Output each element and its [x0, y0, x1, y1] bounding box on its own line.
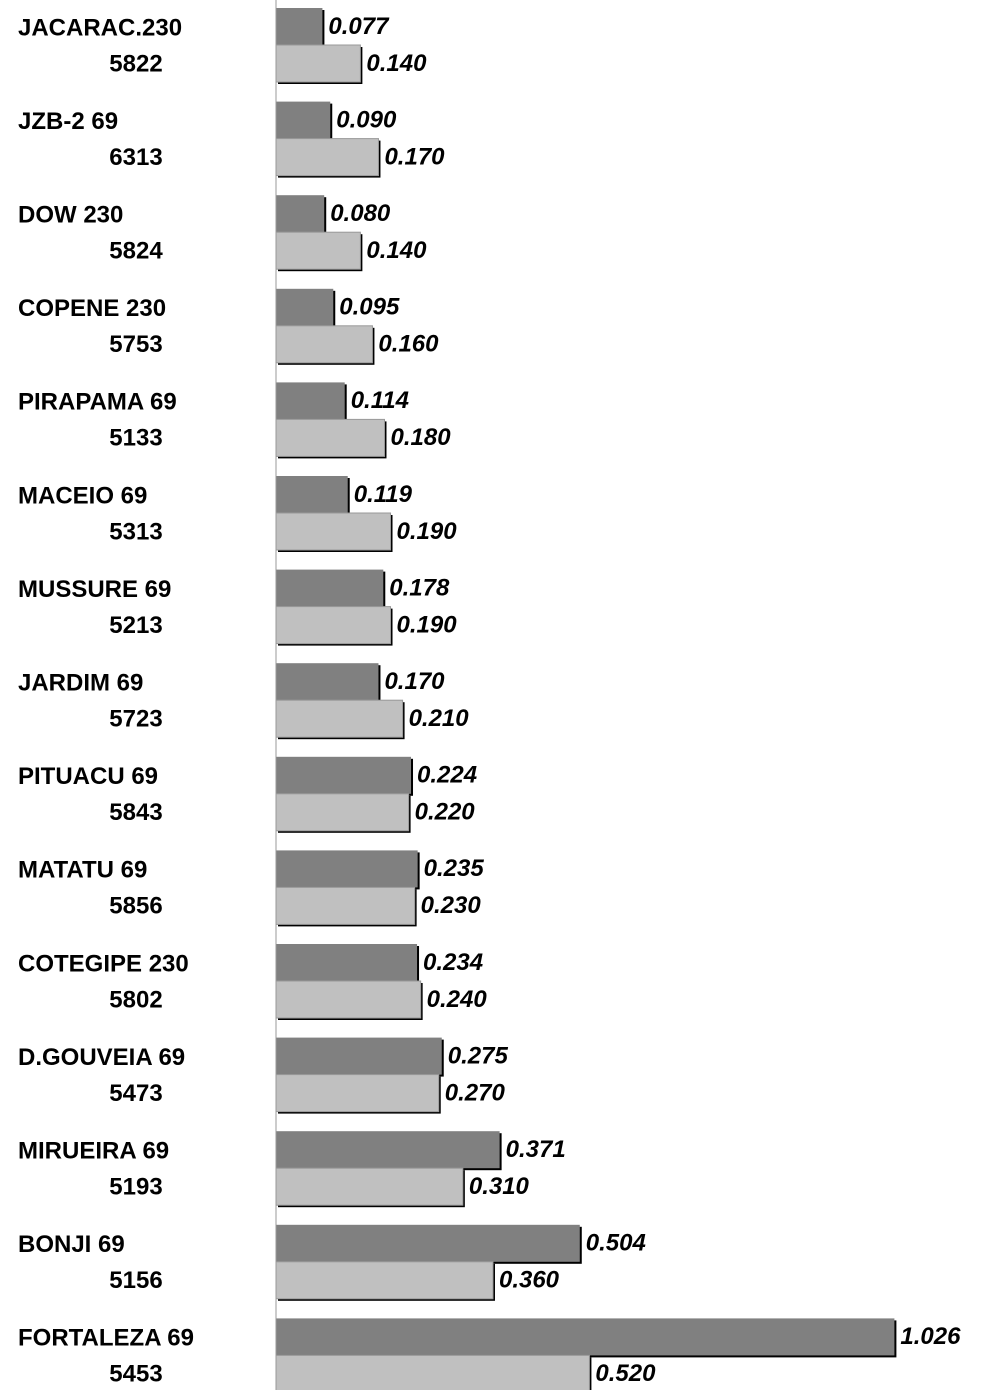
value-label: 0.230 — [421, 892, 482, 919]
bar — [275, 138, 379, 177]
value-label: 0.180 — [390, 424, 451, 451]
category-name: MACEIO 69 — [18, 482, 147, 509]
bar — [276, 1131, 500, 1169]
bar — [276, 8, 323, 45]
category-code: 5156 — [109, 1267, 162, 1294]
bar — [275, 793, 410, 832]
bar — [275, 231, 361, 270]
value-label: 0.140 — [366, 50, 427, 77]
category-name: JACARAC.230 — [18, 14, 182, 41]
category-name: MUSSURE 69 — [18, 576, 171, 603]
bar — [275, 325, 373, 364]
bar — [275, 699, 404, 738]
category-name: DOW 230 — [18, 202, 123, 229]
category-code: 5193 — [109, 1174, 162, 1201]
category-code: 5473 — [109, 1080, 162, 1107]
bar — [276, 944, 418, 981]
category-code: 5313 — [109, 518, 162, 545]
bar — [275, 1354, 590, 1390]
bar — [275, 606, 392, 645]
bar — [276, 850, 418, 888]
value-label: 0.178 — [389, 574, 450, 601]
bar — [276, 756, 412, 794]
value-label: 0.224 — [417, 762, 477, 789]
bar — [276, 1037, 442, 1075]
category-code: 5856 — [109, 893, 162, 920]
bar — [275, 1167, 464, 1206]
bar — [275, 44, 361, 83]
value-label: 0.210 — [409, 705, 470, 732]
value-label: 0.170 — [384, 143, 445, 170]
category-name: D.GOUVEIA 69 — [18, 1044, 185, 1071]
value-label: 0.160 — [378, 331, 439, 358]
value-label: 0.077 — [328, 13, 390, 40]
category-name: COPENE 230 — [18, 295, 166, 322]
value-label: 0.520 — [595, 1360, 656, 1387]
bar — [276, 382, 345, 420]
value-label: 1.026 — [900, 1323, 961, 1350]
value-label: 0.371 — [506, 1136, 566, 1163]
value-label: 0.270 — [445, 1079, 506, 1106]
category-code: 5824 — [109, 238, 163, 265]
value-label: 0.235 — [424, 855, 485, 882]
bar — [275, 980, 422, 1019]
category-code: 5843 — [109, 799, 162, 826]
category-name: BONJI 69 — [18, 1231, 125, 1258]
category-name: PITUACU 69 — [18, 763, 158, 790]
bar — [275, 886, 416, 925]
value-label: 0.504 — [586, 1230, 646, 1257]
category-name: JARDIM 69 — [18, 670, 143, 697]
value-label: 0.310 — [469, 1173, 530, 1200]
category-name: MIRUEIRA 69 — [18, 1138, 169, 1165]
bar — [275, 418, 385, 457]
value-label: 0.114 — [351, 387, 409, 414]
value-label: 0.090 — [336, 106, 397, 133]
category-code: 5133 — [109, 425, 162, 452]
value-label: 0.170 — [384, 668, 445, 695]
category-code: 5802 — [109, 986, 162, 1013]
bar — [276, 1224, 580, 1262]
category-code: 5723 — [109, 706, 162, 733]
bar — [276, 195, 325, 233]
bar — [276, 569, 384, 607]
bar — [276, 476, 348, 513]
category-name: FORTALEZA 69 — [18, 1325, 194, 1352]
value-label: 0.095 — [339, 294, 400, 321]
category-code: 5453 — [109, 1361, 162, 1388]
category-name: PIRAPAMA 69 — [18, 389, 177, 416]
bar — [275, 1074, 440, 1113]
bar — [276, 663, 379, 701]
bar — [275, 512, 392, 551]
bar — [275, 1261, 494, 1300]
category-code: 5213 — [109, 612, 162, 639]
value-label: 0.275 — [448, 1042, 509, 1069]
value-label: 0.140 — [366, 237, 427, 264]
category-code: 6313 — [109, 144, 162, 171]
value-label: 0.190 — [397, 518, 458, 545]
value-label: 0.240 — [427, 986, 488, 1013]
bar — [276, 1318, 895, 1356]
category-name: JZB-2 69 — [18, 108, 118, 135]
bar — [276, 101, 331, 139]
value-label: 0.119 — [354, 481, 413, 508]
value-label: 0.360 — [499, 1267, 560, 1294]
value-label: 0.220 — [415, 799, 476, 826]
category-name: MATATU 69 — [18, 857, 147, 884]
value-label: 0.080 — [330, 200, 391, 227]
value-label: 0.234 — [423, 949, 483, 976]
value-label: 0.190 — [397, 611, 458, 638]
category-name: COTEGIPE 230 — [18, 950, 189, 977]
bar — [276, 288, 334, 326]
category-code: 5822 — [109, 50, 162, 77]
category-code: 5753 — [109, 331, 162, 358]
